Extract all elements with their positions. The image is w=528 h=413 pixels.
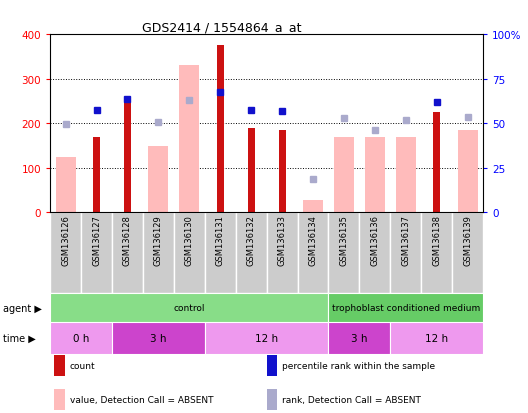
- Text: rank, Detection Call = ABSENT: rank, Detection Call = ABSENT: [282, 395, 421, 404]
- Text: GSM136132: GSM136132: [247, 214, 256, 265]
- Text: GSM136138: GSM136138: [432, 214, 441, 266]
- Bar: [279, 131, 286, 213]
- Text: GSM136134: GSM136134: [308, 214, 317, 265]
- Bar: [396, 138, 416, 213]
- Text: control: control: [174, 304, 205, 312]
- Text: 3 h: 3 h: [150, 333, 167, 343]
- Bar: [217, 46, 224, 213]
- Text: GSM136135: GSM136135: [340, 214, 348, 265]
- Text: GDS2414 / 1554864_a_at: GDS2414 / 1554864_a_at: [142, 21, 301, 33]
- Bar: [421, 213, 452, 294]
- Bar: [124, 97, 131, 213]
- Bar: [328, 213, 360, 294]
- Bar: [81, 213, 112, 294]
- Bar: [148, 146, 168, 213]
- Text: GSM136127: GSM136127: [92, 214, 101, 265]
- Bar: [390, 213, 421, 294]
- Text: GSM136128: GSM136128: [123, 214, 132, 265]
- Bar: [303, 200, 323, 213]
- Text: 12 h: 12 h: [255, 333, 278, 343]
- Bar: [50, 322, 112, 354]
- Bar: [328, 322, 390, 354]
- Text: value, Detection Call = ABSENT: value, Detection Call = ABSENT: [70, 395, 213, 404]
- Bar: [205, 213, 235, 294]
- Bar: [298, 213, 328, 294]
- Text: time ▶: time ▶: [3, 333, 35, 343]
- Bar: [180, 66, 200, 213]
- Text: GSM136126: GSM136126: [61, 214, 70, 265]
- Bar: [54, 389, 65, 410]
- Text: count: count: [70, 361, 95, 370]
- Bar: [267, 213, 298, 294]
- Text: 0 h: 0 h: [73, 333, 89, 343]
- Text: GSM136137: GSM136137: [401, 214, 410, 266]
- Bar: [334, 138, 354, 213]
- Bar: [143, 213, 174, 294]
- Text: GSM136131: GSM136131: [216, 214, 225, 265]
- Bar: [93, 138, 100, 213]
- Bar: [50, 294, 328, 322]
- Bar: [328, 294, 483, 322]
- Text: GSM136130: GSM136130: [185, 214, 194, 265]
- Bar: [112, 213, 143, 294]
- Bar: [267, 389, 278, 410]
- Bar: [267, 356, 278, 376]
- Bar: [55, 157, 76, 213]
- Bar: [360, 213, 390, 294]
- Bar: [458, 131, 478, 213]
- Text: GSM136133: GSM136133: [278, 214, 287, 266]
- Bar: [112, 322, 205, 354]
- Text: GSM136139: GSM136139: [463, 214, 472, 265]
- Bar: [248, 128, 254, 213]
- Bar: [365, 138, 385, 213]
- Bar: [50, 213, 81, 294]
- Bar: [174, 213, 205, 294]
- Text: percentile rank within the sample: percentile rank within the sample: [282, 361, 435, 370]
- Text: GSM136129: GSM136129: [154, 214, 163, 265]
- Text: trophoblast conditioned medium: trophoblast conditioned medium: [332, 304, 480, 312]
- Bar: [390, 322, 483, 354]
- Bar: [452, 213, 483, 294]
- Text: agent ▶: agent ▶: [3, 303, 42, 313]
- Bar: [433, 113, 440, 213]
- Text: 12 h: 12 h: [425, 333, 448, 343]
- Text: 3 h: 3 h: [351, 333, 367, 343]
- Text: GSM136136: GSM136136: [370, 214, 380, 266]
- Bar: [205, 322, 328, 354]
- Bar: [235, 213, 267, 294]
- Bar: [54, 356, 65, 376]
